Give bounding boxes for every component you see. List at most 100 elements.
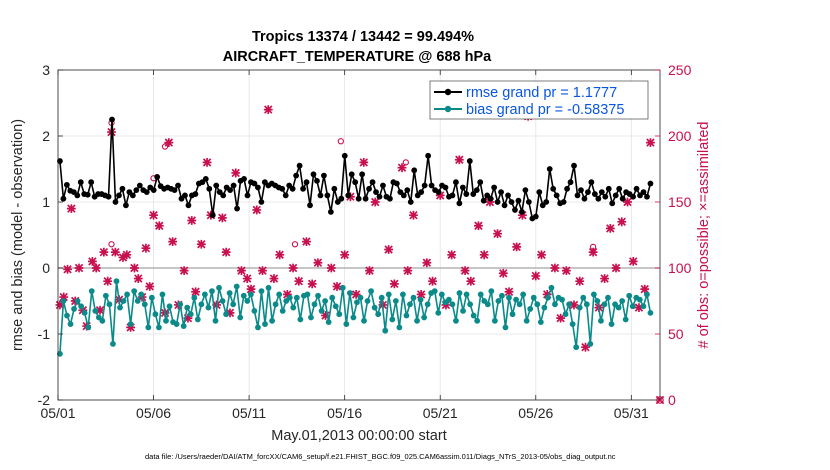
possible-obs-marker bbox=[161, 143, 169, 150]
assimilated-obs-marker bbox=[409, 210, 418, 220]
assimilated-obs-marker bbox=[122, 250, 132, 260]
rmse-point bbox=[616, 185, 623, 192]
assimilated-obs-marker bbox=[493, 229, 502, 239]
data-file-footer: data file: /Users/raeder/DAI/ATM_forcXX/… bbox=[145, 452, 616, 461]
rmse-point bbox=[175, 182, 181, 189]
rmse-point bbox=[251, 180, 258, 187]
bias-point bbox=[364, 298, 371, 304]
assimilated-obs-marker bbox=[154, 221, 164, 231]
bias-point bbox=[88, 288, 95, 294]
assimilated-obs-marker bbox=[221, 247, 231, 257]
rmse-point bbox=[585, 189, 591, 196]
rmse-point bbox=[393, 180, 400, 187]
rmse-point bbox=[633, 185, 640, 192]
x-axis-label: May.01,2013 00:00:00 start bbox=[271, 428, 446, 444]
rmse-point bbox=[348, 171, 355, 178]
bias-point bbox=[576, 304, 583, 311]
bias-point bbox=[523, 317, 530, 324]
assimilated-obs-marker bbox=[447, 250, 457, 260]
bias-point bbox=[92, 308, 99, 314]
bias-point bbox=[315, 292, 321, 299]
bias-point bbox=[265, 284, 272, 291]
assimilated-obs-marker bbox=[95, 305, 105, 315]
y-right-tick-label: 0 bbox=[668, 392, 676, 408]
rmse-point bbox=[136, 182, 143, 189]
bias-point bbox=[247, 291, 254, 298]
chart-subtitle: AIRCRAFT_TEMPERATURE @ 688 hPa bbox=[223, 49, 492, 65]
assimilated-obs-marker bbox=[269, 274, 279, 283]
rmse-point bbox=[310, 171, 317, 178]
rmse-point bbox=[612, 192, 619, 199]
rmse-point bbox=[74, 192, 81, 199]
assimilated-obs-marker bbox=[99, 247, 109, 257]
bias-point bbox=[209, 288, 215, 294]
bias-point bbox=[414, 317, 420, 324]
bias-point bbox=[269, 317, 275, 324]
assimilated-obs-marker bbox=[550, 263, 560, 273]
bias-point bbox=[148, 294, 155, 301]
bias-point bbox=[587, 341, 594, 347]
assimilated-obs-marker bbox=[498, 268, 508, 278]
bias-point bbox=[559, 296, 565, 303]
bias-point bbox=[569, 321, 576, 327]
y-right-tick-label: 50 bbox=[668, 326, 684, 342]
rmse-point bbox=[244, 192, 251, 199]
bias-point bbox=[435, 309, 442, 316]
rmse-point bbox=[234, 205, 240, 212]
assimilated-obs-marker bbox=[389, 279, 399, 289]
rmse-point bbox=[209, 212, 216, 219]
rmse-point bbox=[501, 202, 508, 209]
assimilated-obs-marker bbox=[397, 163, 407, 173]
rmse-point bbox=[546, 166, 553, 172]
rmse-point bbox=[532, 213, 539, 220]
bias-point bbox=[368, 288, 374, 294]
assimilated-obs-marker bbox=[384, 245, 394, 254]
bias-point bbox=[619, 298, 626, 304]
rmse-point bbox=[519, 209, 525, 215]
assimilated-obs-marker bbox=[149, 210, 158, 220]
rmse-point bbox=[331, 185, 338, 192]
bias-point bbox=[230, 301, 237, 308]
bias-point bbox=[583, 301, 590, 308]
bias-point bbox=[308, 314, 314, 321]
bias-point bbox=[552, 301, 558, 308]
assimilated-obs-marker bbox=[466, 276, 476, 286]
y-tick-label: -2 bbox=[38, 392, 51, 408]
assimilated-obs-marker bbox=[130, 263, 139, 273]
bias-point bbox=[598, 317, 604, 324]
assimilated-obs-marker bbox=[145, 282, 155, 291]
rmse-point bbox=[192, 191, 199, 197]
rmse-point bbox=[154, 174, 161, 180]
assimilated-obs-marker bbox=[326, 263, 336, 273]
assimilated-obs-marker bbox=[460, 266, 470, 276]
rmse-point bbox=[362, 195, 369, 202]
rmse-point bbox=[129, 192, 136, 199]
rmse-point bbox=[644, 193, 650, 200]
bias-point bbox=[407, 301, 413, 308]
assimilated-obs-marker bbox=[59, 292, 69, 302]
assimilated-obs-marker bbox=[569, 300, 579, 310]
rmse-point bbox=[314, 177, 320, 184]
rmse-point bbox=[202, 176, 209, 182]
rmse-point bbox=[133, 187, 140, 194]
assimilated-obs-marker bbox=[600, 274, 609, 283]
rmse-point bbox=[640, 189, 647, 196]
assimilated-obs-marker bbox=[556, 313, 566, 323]
bias-point bbox=[424, 301, 431, 308]
bias-point bbox=[102, 292, 109, 299]
assimilated-obs-marker bbox=[294, 276, 304, 286]
bias-point bbox=[212, 317, 219, 324]
axes-box bbox=[57, 69, 661, 401]
assimilated-obs-marker bbox=[307, 279, 317, 289]
bias-point bbox=[286, 294, 293, 301]
rmse-point bbox=[512, 207, 518, 213]
bias-point bbox=[71, 306, 77, 312]
legend-box bbox=[429, 80, 649, 120]
bias-point bbox=[403, 312, 410, 319]
rmse-point bbox=[404, 187, 411, 194]
rmse-point bbox=[630, 193, 636, 200]
bias-point bbox=[166, 303, 173, 310]
bias-point bbox=[113, 278, 120, 285]
rmse-point bbox=[470, 191, 477, 197]
rmse-point bbox=[293, 172, 300, 179]
